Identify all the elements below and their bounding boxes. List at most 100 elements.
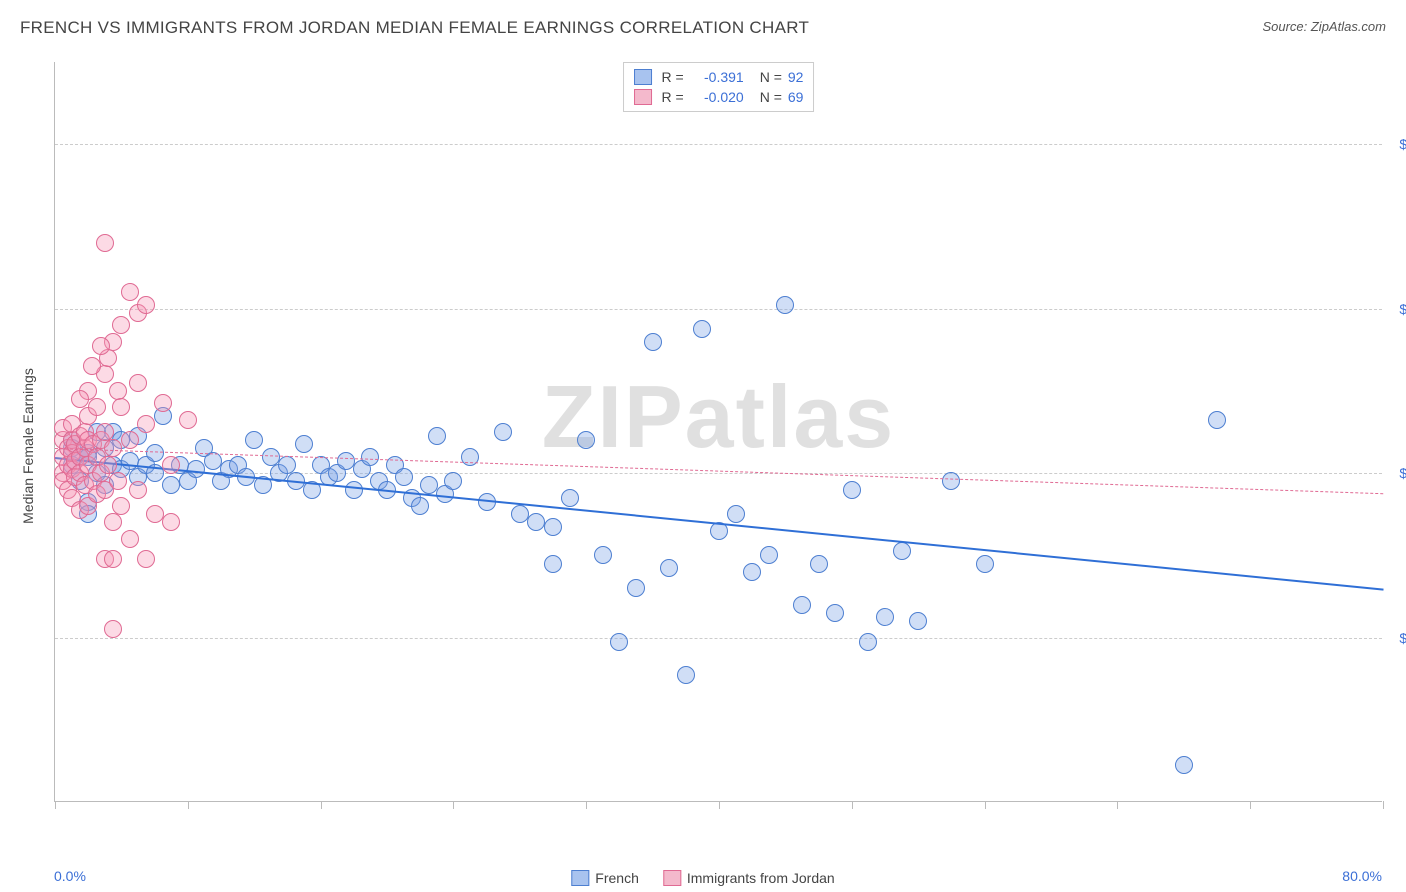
data-point xyxy=(112,316,130,334)
data-point xyxy=(137,415,155,433)
legend-stat-row: R =-0.020N =69 xyxy=(634,87,804,107)
data-point xyxy=(121,283,139,301)
x-axis-min-label: 0.0% xyxy=(54,868,86,884)
legend-swatch xyxy=(634,89,652,105)
y-tick-label: $60,000 xyxy=(1399,301,1406,317)
source-name: ZipAtlas.com xyxy=(1311,19,1386,34)
data-point xyxy=(627,579,645,597)
x-tick xyxy=(188,801,189,809)
x-tick xyxy=(1117,801,1118,809)
n-label: N = xyxy=(760,89,782,105)
data-point xyxy=(826,604,844,622)
data-point xyxy=(71,390,89,408)
data-point xyxy=(104,439,122,457)
data-point xyxy=(99,456,117,474)
data-point xyxy=(420,476,438,494)
data-point xyxy=(88,398,106,416)
data-point xyxy=(112,497,130,515)
data-point xyxy=(96,423,114,441)
source-label: Source: xyxy=(1262,19,1310,34)
data-point xyxy=(909,612,927,630)
data-point xyxy=(278,456,296,474)
data-point xyxy=(677,666,695,684)
data-point xyxy=(345,481,363,499)
data-point xyxy=(146,505,164,523)
data-point xyxy=(104,620,122,638)
data-point xyxy=(361,448,379,466)
legend-series: French Immigrants from Jordan xyxy=(571,870,834,886)
data-point xyxy=(859,633,877,651)
watermark: ZIPatlas xyxy=(542,366,895,468)
data-point xyxy=(154,394,172,412)
data-point xyxy=(444,472,462,490)
r-value: -0.391 xyxy=(690,69,744,85)
data-point xyxy=(104,513,122,531)
data-point xyxy=(112,398,130,416)
gridline xyxy=(55,638,1382,639)
x-tick xyxy=(321,801,322,809)
data-point xyxy=(511,505,529,523)
x-tick xyxy=(1383,801,1384,809)
r-label: R = xyxy=(662,89,684,105)
x-tick xyxy=(453,801,454,809)
data-point xyxy=(876,608,894,626)
legend-label: Immigrants from Jordan xyxy=(687,870,835,886)
x-tick xyxy=(55,801,56,809)
scatter-chart: ZIPatlas R =-0.391N =92R =-0.020N =69 $2… xyxy=(54,62,1382,802)
data-point xyxy=(262,448,280,466)
data-point xyxy=(693,320,711,338)
legend-stat-row: R =-0.391N =92 xyxy=(634,67,804,87)
data-point xyxy=(760,546,778,564)
data-point xyxy=(793,596,811,614)
data-point xyxy=(644,333,662,351)
gridline xyxy=(55,309,1382,310)
y-tick-label: $40,000 xyxy=(1399,465,1406,481)
gridline xyxy=(55,144,1382,145)
data-point xyxy=(162,476,180,494)
data-point xyxy=(577,431,595,449)
data-point xyxy=(337,452,355,470)
data-point xyxy=(743,563,761,581)
data-point xyxy=(162,456,180,474)
data-point xyxy=(129,374,147,392)
data-point xyxy=(610,633,628,651)
data-point xyxy=(395,468,413,486)
data-point xyxy=(776,296,794,314)
legend-correlation: R =-0.391N =92R =-0.020N =69 xyxy=(623,62,815,112)
y-tick-label: $20,000 xyxy=(1399,630,1406,646)
x-tick xyxy=(985,801,986,809)
x-axis-max-label: 80.0% xyxy=(1342,868,1382,884)
data-point xyxy=(843,481,861,499)
x-tick xyxy=(1250,801,1251,809)
legend-label: French xyxy=(595,870,639,886)
legend-swatch xyxy=(634,69,652,85)
legend-item: French xyxy=(571,870,639,886)
data-point xyxy=(976,555,994,573)
data-point xyxy=(162,513,180,531)
data-point xyxy=(544,555,562,573)
data-point xyxy=(92,337,110,355)
data-point xyxy=(109,472,127,490)
data-point xyxy=(561,489,579,507)
legend-swatch xyxy=(663,870,681,886)
x-tick xyxy=(852,801,853,809)
data-point xyxy=(428,427,446,445)
data-point xyxy=(1175,756,1193,774)
data-point xyxy=(129,481,147,499)
n-value: 69 xyxy=(788,89,804,105)
legend-item: Immigrants from Jordan xyxy=(663,870,835,886)
chart-title: FRENCH VS IMMIGRANTS FROM JORDAN MEDIAN … xyxy=(20,18,809,38)
data-point xyxy=(295,435,313,453)
x-tick xyxy=(586,801,587,809)
data-point xyxy=(96,234,114,252)
data-point xyxy=(893,542,911,560)
data-point xyxy=(942,472,960,490)
data-point xyxy=(187,460,205,478)
data-point xyxy=(527,513,545,531)
data-point xyxy=(594,546,612,564)
y-tick-label: $80,000 xyxy=(1399,136,1406,152)
data-point xyxy=(137,296,155,314)
data-point xyxy=(245,431,263,449)
data-point xyxy=(660,559,678,577)
data-point xyxy=(121,431,139,449)
